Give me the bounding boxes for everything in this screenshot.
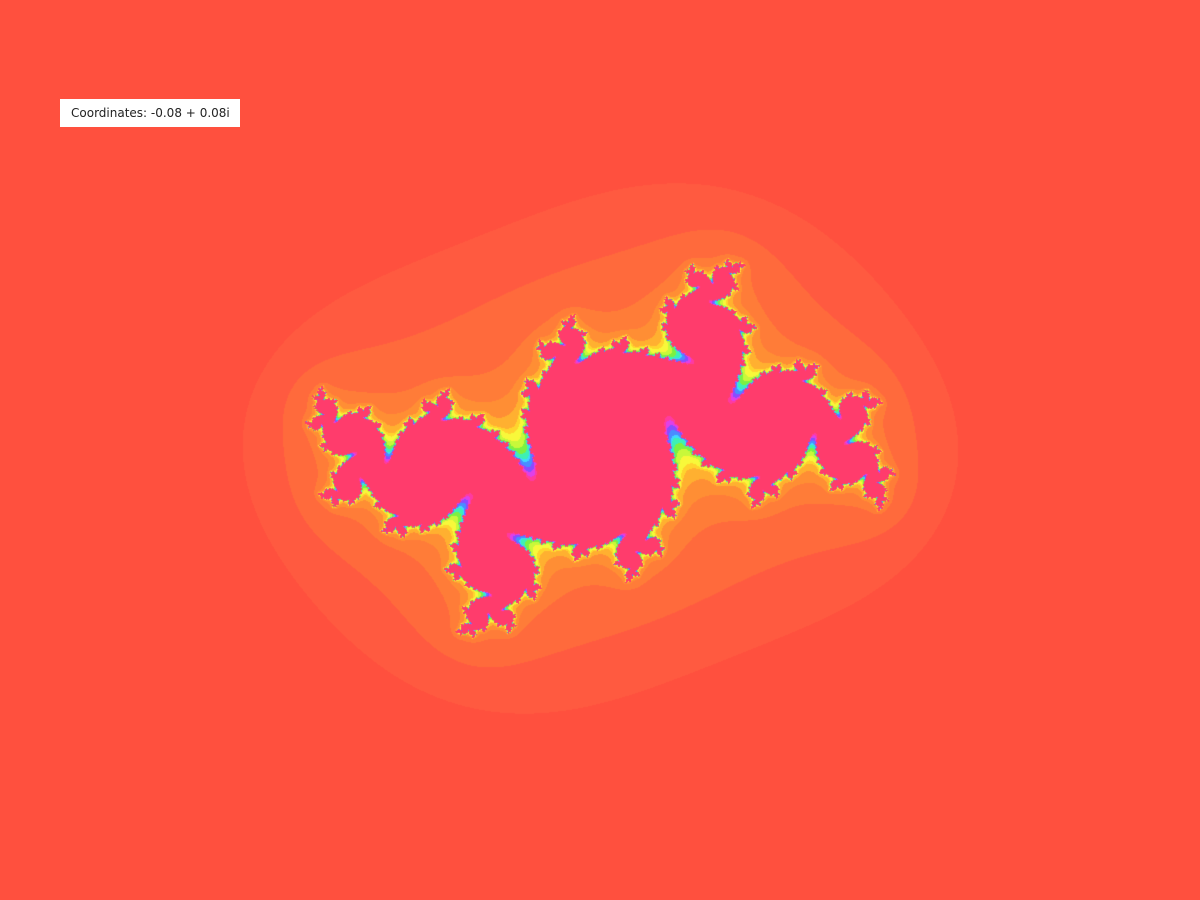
coordinates-readout: Coordinates: -0.08 + 0.08i [60,99,240,127]
coordinates-real-value: -0.08 [150,106,182,120]
coordinates-operator: + [185,106,196,120]
coordinates-imag-value: 0.08i [199,106,230,120]
coordinates-label: Coordinates: [71,106,148,120]
